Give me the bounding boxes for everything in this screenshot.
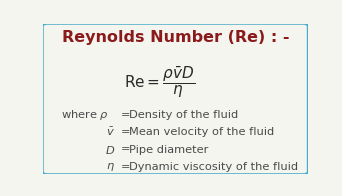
Text: Mean velocity of the fluid: Mean velocity of the fluid (129, 127, 274, 137)
Text: Pipe diameter: Pipe diameter (129, 144, 208, 154)
Text: =: = (121, 127, 130, 137)
Text: $\eta$: $\eta$ (106, 161, 115, 173)
Text: $D$: $D$ (105, 143, 116, 156)
Text: Density of the fluid: Density of the fluid (129, 110, 238, 120)
Text: where $\rho$: where $\rho$ (61, 108, 109, 122)
Text: =: = (121, 144, 130, 154)
Text: =: = (121, 162, 130, 172)
Text: Dynamic viscosity of the fluid: Dynamic viscosity of the fluid (129, 162, 298, 172)
Text: =: = (121, 110, 130, 120)
Text: $\bar{v}$: $\bar{v}$ (106, 126, 115, 138)
FancyBboxPatch shape (42, 23, 308, 175)
Text: $\mathrm{Re} = \dfrac{\rho\bar{v}D}{\eta}$: $\mathrm{Re} = \dfrac{\rho\bar{v}D}{\eta… (124, 64, 195, 100)
Text: Reynolds Number (Re) : -: Reynolds Number (Re) : - (62, 30, 289, 45)
